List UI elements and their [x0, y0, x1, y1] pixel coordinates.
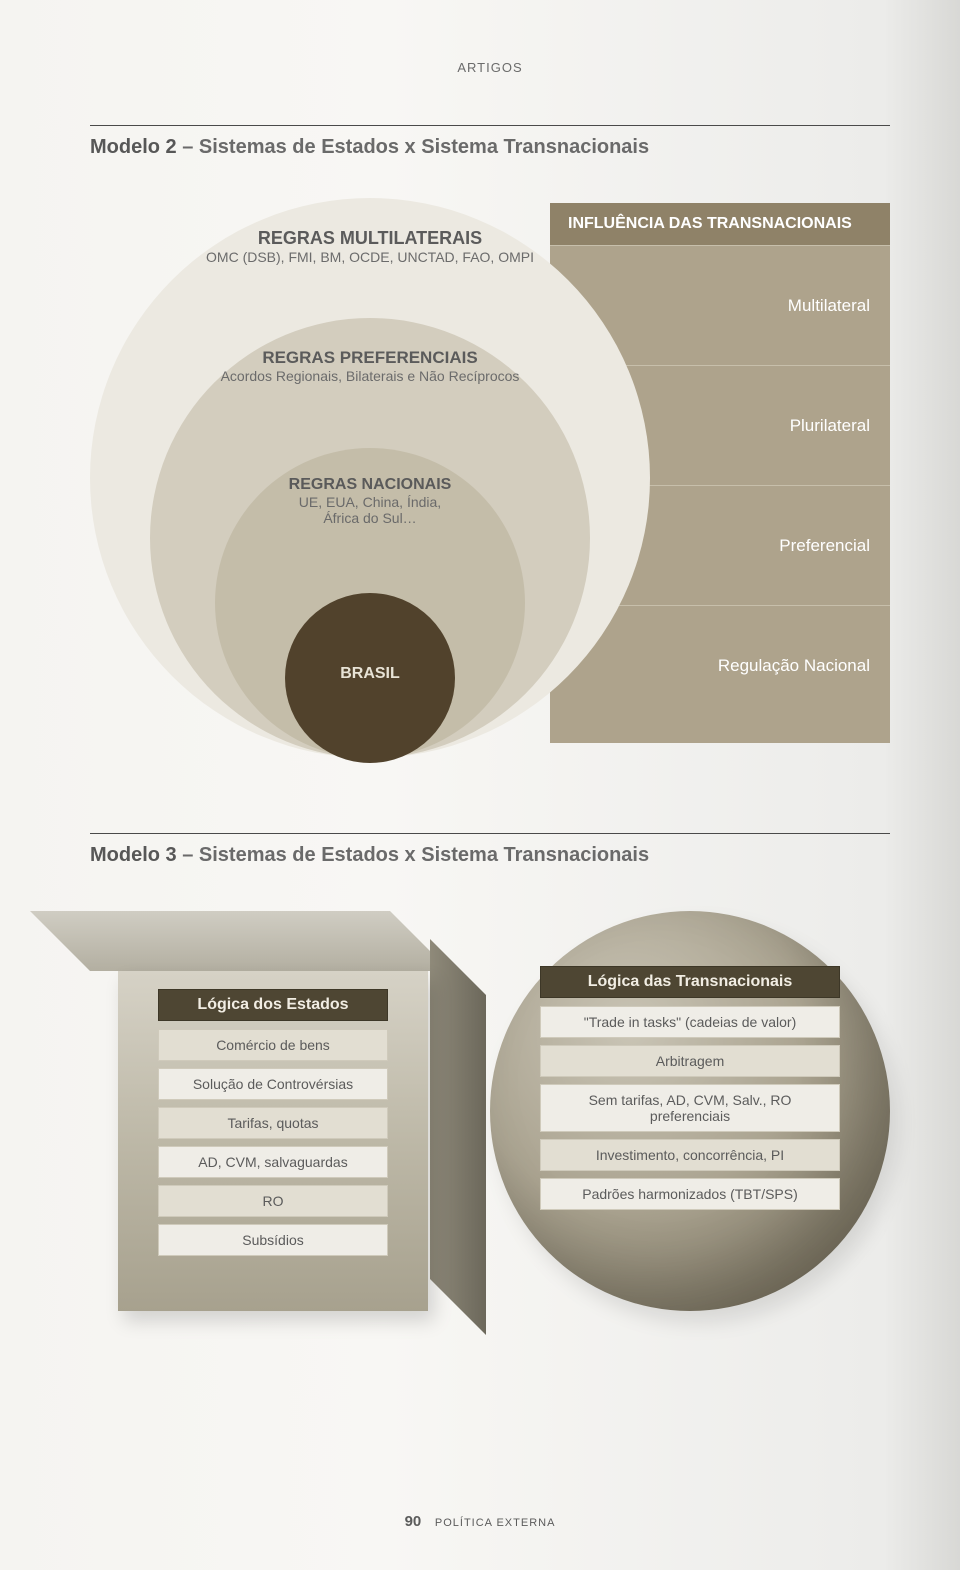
circle-nacionais-title: REGRAS NACIONAIS	[215, 476, 525, 494]
modelo2-title-bold: Modelo 2	[90, 136, 177, 158]
nested-circles: REGRAS MULTILATERAIS OMC (DSB), FMI, BM,…	[90, 183, 650, 773]
cube-row: Solução de Controvérsias	[158, 1068, 388, 1100]
modelo3-title: Modelo 3 – Sistemas de Estados x Sistema…	[90, 844, 890, 867]
cube-side-face	[430, 939, 486, 1335]
circle-multilaterais-title: REGRAS MULTILATERAIS	[90, 228, 650, 249]
cube-row: Subsídios	[158, 1224, 388, 1256]
sphere-header: Lógica das Transnacionais	[540, 966, 840, 998]
page-section-label: ARTIGOS	[90, 60, 890, 75]
sphere-row: Investimento, concorrência, PI	[540, 1139, 840, 1171]
journal-name: POLÍTICA EXTERNA	[435, 1517, 556, 1529]
cube-header: Lógica dos Estados	[158, 989, 388, 1021]
sphere-row: Arbitragem	[540, 1045, 840, 1077]
rule	[90, 833, 890, 834]
cube-block: Lógica dos Estados Comércio de bens Solu…	[90, 911, 490, 1301]
circle-brasil-label: BRASIL	[285, 665, 455, 683]
sphere-row: Sem tarifas, AD, CVM, Salv., RO preferen…	[540, 1084, 840, 1132]
sphere-row: Padrões harmonizados (TBT/SPS)	[540, 1178, 840, 1210]
modelo3-figure: Lógica dos Estados Comércio de bens Solu…	[90, 891, 890, 1321]
rule	[90, 125, 890, 126]
sphere-row: "Trade in tasks" (cadeias de valor)	[540, 1006, 840, 1038]
cube-row: RO	[158, 1185, 388, 1217]
modelo2-figure: INFLUÊNCIA DAS TRANSNACIONAIS Multilater…	[90, 183, 890, 773]
circle-preferenciais-title: REGRAS PREFERENCIAIS	[150, 348, 590, 368]
circle-nacionais-sub1: UE, EUA, China, Índia,	[215, 494, 525, 510]
cube-top-face	[30, 911, 450, 971]
sphere-block: Lógica das Transnacionais "Trade in task…	[490, 911, 890, 1311]
modelo3-title-rest: – Sistemas de Estados x Sistema Transnac…	[177, 844, 649, 866]
page-number: 90	[405, 1513, 422, 1530]
modelo2-title-rest: – Sistemas de Estados x Sistema Transnac…	[177, 136, 649, 158]
modelo2-title: Modelo 2 – Sistemas de Estados x Sistema…	[90, 136, 890, 159]
modelo3-title-bold: Modelo 3	[90, 844, 177, 866]
cube-row: Comércio de bens	[158, 1029, 388, 1061]
cube-row: Tarifas, quotas	[158, 1107, 388, 1139]
cube-row: AD, CVM, salvaguardas	[158, 1146, 388, 1178]
cube-front-face: Lógica dos Estados Comércio de bens Solu…	[118, 971, 428, 1311]
page-footer: 90 POLÍTICA EXTERNA	[0, 1513, 960, 1530]
circle-preferenciais-sub: Acordos Regionais, Bilaterais e Não Recí…	[150, 368, 590, 384]
circle-multilaterais-sub: OMC (DSB), FMI, BM, OCDE, UNCTAD, FAO, O…	[90, 249, 650, 265]
circle-nacionais-sub2: África do Sul…	[215, 510, 525, 526]
circle-brasil: BRASIL	[285, 593, 455, 763]
